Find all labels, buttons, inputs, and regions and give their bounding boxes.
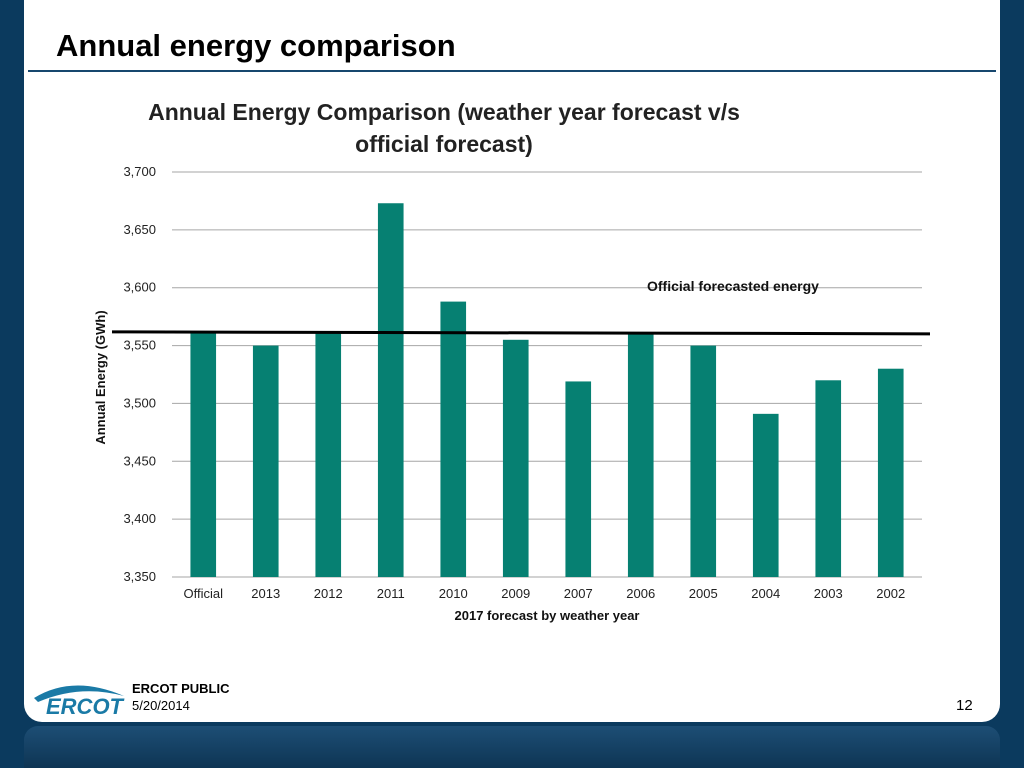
bar-2007 (565, 381, 592, 577)
y-tick-label: 3,350 (123, 569, 156, 584)
x-axis-title: 2017 forecast by weather year (455, 608, 640, 623)
bar-2012 (315, 332, 342, 577)
bar-2013 (252, 345, 279, 577)
x-tick-label: Official (184, 586, 224, 601)
y-tick-label: 3,400 (123, 511, 156, 526)
footer-bar (24, 726, 1000, 768)
bar-2005 (690, 345, 717, 577)
chart-title-line-2: official forecast) (355, 131, 533, 157)
bar-chart: 3,350 3,400 3,450 3,500 3,550 3,600 3,650 3,700… (93, 164, 931, 623)
y-tick-label: 3,500 (123, 395, 156, 410)
reference-line-label: Official forecasted energy (647, 278, 819, 294)
footer-date: 5/20/2014 (132, 698, 190, 713)
x-tick-label: 2010 (439, 586, 468, 601)
official-forecast-line (111, 330, 931, 336)
bar-2010 (440, 301, 467, 577)
ercot-logo-text: ERCOT (46, 694, 125, 719)
x-tick-label: 2004 (751, 586, 780, 601)
chart-title: Annual Energy Comparison (weather year f… (134, 96, 754, 160)
x-tick-label: 2002 (876, 586, 905, 601)
y-tick-label: 3,450 (123, 453, 156, 468)
slide-canvas: Annual energy comparison Annual Energy C… (24, 0, 1000, 722)
x-tick-label: 2003 (814, 586, 843, 601)
footer-classification: ERCOT PUBLIC (132, 681, 230, 696)
page-number: 12 (956, 697, 973, 714)
x-tick-label: 2005 (689, 586, 718, 601)
bar-2011 (377, 203, 404, 577)
x-tick-label: 2013 (251, 586, 280, 601)
bar-2006 (627, 332, 654, 577)
x-tick-label: 2011 (377, 586, 405, 601)
slide-title: Annual energy comparison (56, 28, 456, 63)
x-tick-label: 2012 (314, 586, 343, 601)
chart-title-line-1: Annual Energy Comparison (weather year f… (148, 99, 740, 125)
title-divider (28, 70, 996, 72)
ercot-logo: ERCOT (34, 685, 125, 719)
y-tick-label: 3,650 (123, 222, 156, 237)
y-tick-label: 3,550 (123, 338, 156, 353)
x-tick-label: 2009 (501, 586, 530, 601)
bar-2003 (815, 380, 842, 577)
x-tick-label: 2006 (626, 586, 655, 601)
bar-2002 (877, 368, 904, 577)
y-tick-label: 3,700 (123, 164, 156, 179)
bar-official (190, 331, 217, 577)
x-tick-label: 2007 (564, 586, 593, 601)
bar-2009 (502, 339, 529, 577)
bar-2004 (752, 413, 779, 577)
y-tick-label: 3,600 (123, 280, 156, 295)
y-axis-title: Annual Energy (GWh) (93, 310, 108, 444)
